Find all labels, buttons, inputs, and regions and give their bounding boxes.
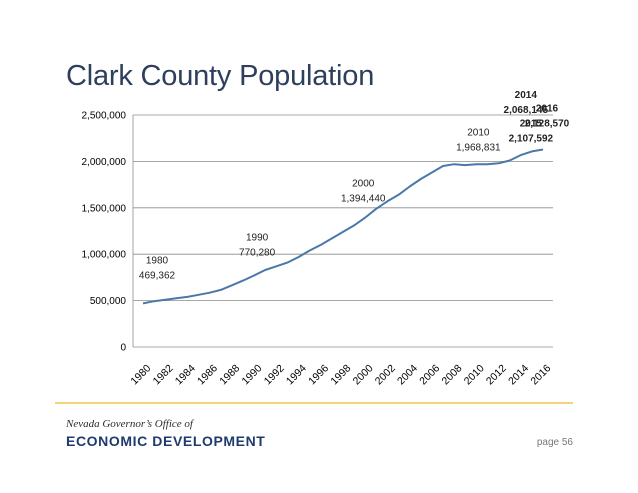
y-tick-label: 0	[120, 343, 126, 354]
y-tick-label: 1,500,000	[82, 203, 127, 214]
x-tick-label: 1986	[195, 362, 220, 387]
y-tick-label: 2,500,000	[82, 111, 127, 122]
x-tick-label: 2008	[439, 362, 464, 387]
data-label-value: 1,394,440	[341, 194, 386, 205]
data-label-value: 2,068,145	[504, 105, 549, 116]
x-tick-label: 1990	[239, 362, 264, 387]
data-label-year: 2014	[515, 90, 538, 101]
data-label-year: 2015	[520, 118, 543, 129]
x-tick-label: 2006	[417, 362, 442, 387]
org-name-line2: ECONOMIC DEVELOPMENT	[66, 433, 266, 449]
slide-title: Clark County Population	[66, 60, 375, 92]
x-tick-label: 2010	[462, 362, 487, 387]
x-tick-label: 2014	[506, 362, 531, 387]
x-tick-label: 1980	[128, 362, 153, 387]
x-tick-label: 2012	[484, 362, 509, 387]
data-label-year: 2010	[467, 127, 490, 138]
data-label-year: 1990	[246, 233, 269, 244]
data-label-value: 2,107,592	[509, 133, 554, 144]
series-line	[142, 148, 544, 305]
x-tick-label: 1982	[151, 362, 176, 387]
population-line-chart: 0 500,000 1,000,000 1,500,000 2,000,000 2,500…	[82, 90, 570, 387]
data-label-value: 469,362	[139, 270, 176, 281]
x-tick-label: 1984	[173, 362, 198, 387]
data-label-year: 2000	[352, 179, 375, 190]
data-label-value: 1,968,831	[456, 142, 501, 153]
data-label-year: 2016	[536, 103, 559, 114]
x-tick-label: 2016	[528, 362, 553, 387]
footer-divider	[55, 402, 573, 404]
x-tick-label: 1988	[217, 362, 242, 387]
y-tick-label: 1,000,000	[82, 250, 127, 261]
x-tick-label: 1996	[306, 362, 331, 387]
x-tick-label: 1994	[284, 362, 309, 387]
x-tick-label: 1992	[262, 362, 287, 387]
x-tick-label: 1998	[328, 362, 353, 387]
x-tick-label: 2004	[395, 362, 420, 387]
data-label-year: 1980	[146, 255, 169, 266]
x-tick-label: 2000	[351, 362, 376, 387]
y-tick-label: 2,000,000	[82, 157, 127, 168]
page-number: page 56	[536, 437, 573, 448]
x-tick-label: 2002	[373, 362, 398, 387]
org-name-line1: Nevada Governor’s Office of	[66, 418, 193, 430]
data-label-value: 2,128,570	[525, 118, 570, 129]
data-label-value: 770,280	[239, 248, 276, 259]
y-tick-label: 500,000	[90, 296, 127, 307]
